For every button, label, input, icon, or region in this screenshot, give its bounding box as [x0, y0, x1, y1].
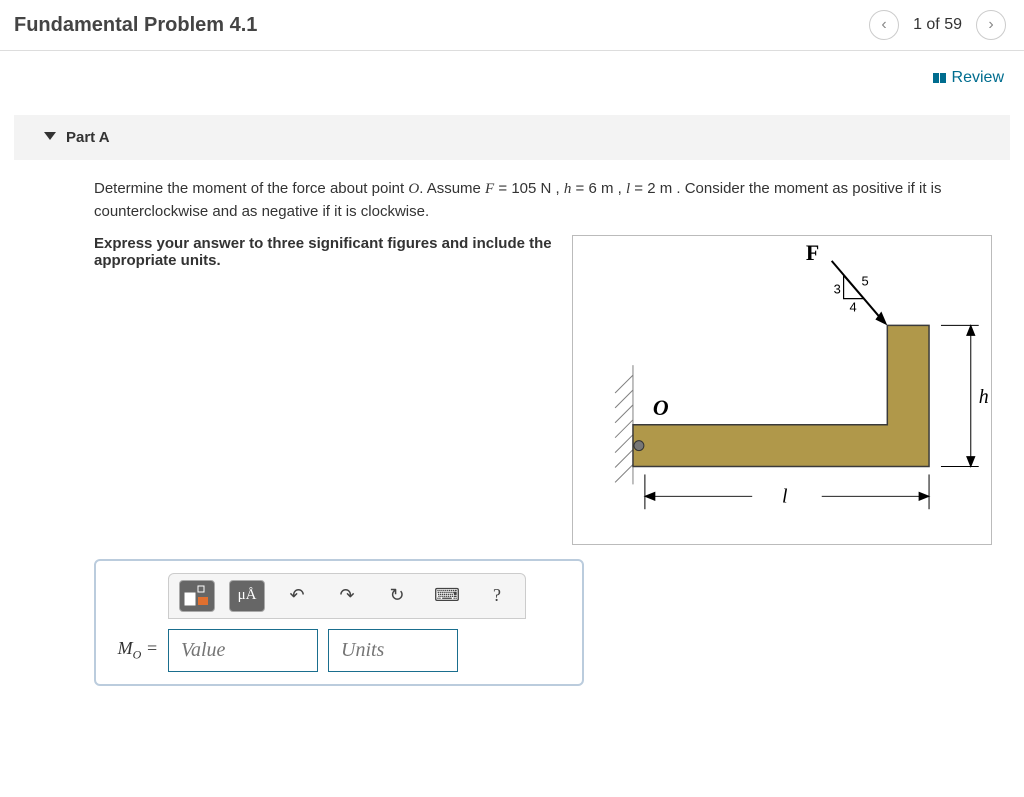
- units-input[interactable]: [328, 629, 458, 672]
- page-title: Fundamental Problem 4.1: [14, 14, 865, 37]
- prev-button[interactable]: ‹: [869, 10, 899, 40]
- answer-instruction: Express your answer to three significant…: [94, 235, 554, 269]
- reset-button[interactable]: ↻: [379, 580, 415, 612]
- review-link[interactable]: Review: [933, 69, 1004, 87]
- svg-text:5: 5: [861, 273, 868, 288]
- answer-symbol: MO =: [110, 638, 158, 663]
- help-icon: ?: [493, 585, 501, 606]
- svg-text:h: h: [979, 385, 989, 407]
- svg-text:O: O: [653, 395, 669, 419]
- redo-button[interactable]: ↷: [329, 580, 365, 612]
- keyboard-icon: ⌨: [434, 585, 460, 606]
- svg-text:4: 4: [850, 299, 857, 314]
- figure-diagram: O F 3 4 5 h: [572, 235, 992, 545]
- svg-text:3: 3: [834, 281, 841, 296]
- svg-text:F: F: [806, 240, 819, 264]
- reset-icon: ↻: [389, 585, 404, 606]
- template-icon: [184, 585, 210, 607]
- caret-down-icon: [44, 132, 56, 140]
- part-a-header[interactable]: Part A: [14, 115, 1010, 160]
- undo-icon: ↶: [289, 585, 304, 606]
- svg-text:l: l: [782, 485, 788, 507]
- next-button[interactable]: ›: [976, 10, 1006, 40]
- answer-panel: μÅ ↶ ↷ ↻ ⌨ ? MO =: [94, 559, 584, 686]
- redo-icon: ↷: [339, 585, 354, 606]
- special-chars-button[interactable]: μÅ: [229, 580, 265, 612]
- page-counter: 1 of 59: [913, 16, 962, 34]
- template-button[interactable]: [179, 580, 215, 612]
- value-input[interactable]: [168, 629, 318, 672]
- book-icon: [933, 73, 946, 83]
- help-button[interactable]: ?: [479, 580, 515, 612]
- keyboard-button[interactable]: ⌨: [429, 580, 465, 612]
- undo-button[interactable]: ↶: [279, 580, 315, 612]
- problem-prompt: Determine the moment of the force about …: [94, 178, 998, 223]
